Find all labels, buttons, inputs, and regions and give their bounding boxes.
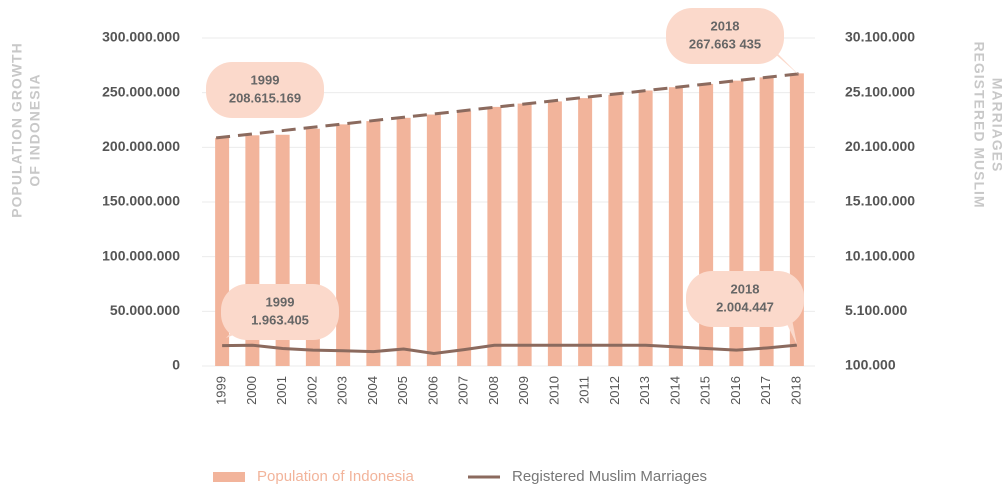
bar bbox=[668, 87, 683, 366]
y2-tick-label: 5.100.000 bbox=[845, 302, 907, 318]
y-tick-label: 0 bbox=[172, 357, 180, 373]
y-tick-label: 150.000.000 bbox=[102, 193, 180, 209]
line bbox=[222, 343, 798, 355]
y2-tick-label: 20.100.000 bbox=[845, 138, 915, 154]
x-tick-label: 2003 bbox=[335, 376, 350, 405]
callout-box bbox=[686, 271, 804, 327]
callout-box bbox=[666, 8, 784, 64]
callout: 1999 208.615.169 bbox=[206, 62, 324, 118]
callout: 1999 1.963.405 bbox=[221, 284, 339, 340]
x-tick-label: 2004 bbox=[365, 376, 380, 405]
y2-axis-title: REGISTERED MUSLIM MARRIAGES bbox=[971, 41, 1003, 208]
x-tick-label: 2017 bbox=[758, 376, 773, 405]
y-axis-title-line: POPULATION GROWTH bbox=[9, 42, 25, 217]
callout: 2018 267.663 435 bbox=[666, 8, 800, 76]
bar bbox=[578, 98, 593, 366]
callout-text: 2.004.447 bbox=[716, 299, 774, 314]
y-tick-label: 300.000.000 bbox=[102, 29, 180, 45]
y-tick-label: 250.000.000 bbox=[102, 83, 180, 99]
x-tick-label: 2012 bbox=[607, 376, 622, 405]
x-tick-label: 2007 bbox=[456, 376, 471, 405]
y-axis-title-line: OF INDONESIA bbox=[27, 73, 43, 186]
y2-axis-title-line: MARRIAGES bbox=[989, 78, 1003, 173]
callout-text: 2018 bbox=[711, 18, 740, 33]
x-tick-label: 2013 bbox=[637, 376, 652, 405]
bar bbox=[608, 94, 623, 366]
bar bbox=[638, 90, 653, 366]
x-tick-label: 2015 bbox=[698, 376, 713, 405]
x-tick-label: 2010 bbox=[546, 376, 561, 405]
x-tick-label: 2008 bbox=[486, 376, 501, 405]
y2-tick-label: 10.100.000 bbox=[845, 247, 915, 263]
callout-box bbox=[221, 284, 339, 340]
y2-tick-label: 30.100.000 bbox=[845, 29, 915, 45]
x-tick-label: 1999 bbox=[214, 376, 229, 405]
y-axis-title: POPULATION GROWTH OF INDONESIA bbox=[9, 42, 43, 217]
x-tick-label: 2002 bbox=[304, 376, 319, 405]
bar bbox=[336, 124, 351, 366]
legend-swatch bbox=[213, 472, 245, 482]
x-tick-label: 2000 bbox=[244, 376, 259, 405]
y2-axis-title-line: REGISTERED MUSLIM bbox=[971, 41, 987, 208]
y-tick-label: 100.000.000 bbox=[102, 247, 180, 263]
x-tick-label: 2005 bbox=[395, 376, 410, 405]
bar bbox=[457, 111, 472, 367]
bar bbox=[396, 117, 411, 367]
y2-tick-label: 100.000 bbox=[845, 357, 896, 373]
y-tick-label: 200.000.000 bbox=[102, 138, 180, 154]
callout-text: 267.663 435 bbox=[689, 36, 761, 51]
x-tick-label: 2001 bbox=[274, 376, 289, 405]
bar bbox=[366, 121, 381, 367]
callout-text: 2018 bbox=[731, 281, 760, 296]
bar bbox=[487, 106, 502, 366]
bar bbox=[426, 114, 441, 367]
callout-text: 208.615.169 bbox=[229, 90, 301, 105]
callout-text: 1999 bbox=[266, 294, 295, 309]
x-tick-label: 2009 bbox=[516, 376, 531, 405]
y2-tick-label: 25.100.000 bbox=[845, 83, 915, 99]
legend-label: Registered Muslim Marriages bbox=[512, 468, 707, 485]
bar bbox=[215, 137, 230, 366]
callout-text: 1.963.405 bbox=[251, 312, 309, 327]
x-tick-label: 2016 bbox=[728, 376, 743, 405]
x-tick-label: 2011 bbox=[577, 376, 592, 404]
trend-line bbox=[215, 71, 804, 140]
callout: 2018 2.004.447 bbox=[686, 271, 804, 345]
bar bbox=[517, 103, 532, 366]
callout-text: 1999 bbox=[251, 72, 280, 87]
y-tick-label: 50.000.000 bbox=[110, 302, 180, 318]
legend-label: Population of Indonesia bbox=[257, 468, 414, 485]
x-tick-label: 2006 bbox=[425, 376, 440, 405]
callout-box bbox=[206, 62, 324, 118]
y2-tick-label: 15.100.000 bbox=[845, 193, 915, 209]
x-tick-label: 2014 bbox=[667, 376, 682, 405]
x-tick-label: 2018 bbox=[788, 376, 803, 405]
bar bbox=[547, 101, 562, 366]
